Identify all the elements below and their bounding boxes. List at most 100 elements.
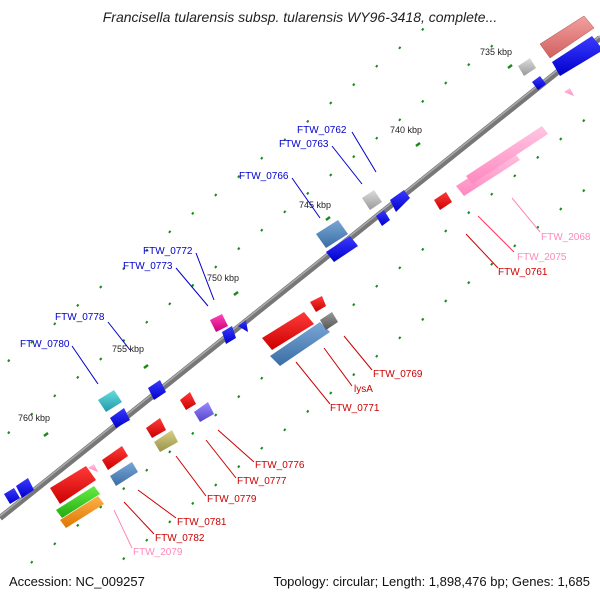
gene-block: [4, 488, 20, 504]
label-FTW_0782[interactable]: FTW_0782: [155, 533, 205, 544]
label-FTW_0778[interactable]: FTW_0778: [55, 312, 105, 323]
tick-dot: [191, 283, 195, 287]
tick-dot: [283, 428, 287, 432]
label-FTW_0776[interactable]: FTW_0776: [255, 460, 305, 471]
gene-block: [326, 236, 358, 262]
label-FTW_0761[interactable]: FTW_0761: [498, 267, 548, 278]
tick-dot: [421, 27, 425, 31]
tick-dot: [145, 248, 149, 252]
tick-dot: [352, 155, 356, 159]
tick-dot: [191, 431, 195, 435]
tick-dot: [145, 468, 149, 472]
tick-dot: [260, 376, 264, 380]
tick-dot: [76, 375, 80, 379]
tick-dot: [421, 99, 425, 104]
label-FTW_0773[interactable]: FTW_0773: [123, 261, 173, 272]
gene-block: [320, 312, 338, 330]
tick-dot: [444, 229, 448, 233]
tick-dot: [398, 118, 402, 122]
label-FTW_2079[interactable]: FTW_2079: [133, 547, 183, 558]
tick-dot: [490, 262, 494, 266]
label-FTW_2068[interactable]: FTW_2068: [541, 232, 591, 243]
tick-dot: [490, 192, 494, 196]
tick-dot: [145, 538, 149, 542]
tick-dot: [168, 230, 172, 234]
gene-block: [310, 296, 326, 312]
tick-dot: [76, 303, 80, 307]
tick-dot: [283, 138, 287, 142]
label-FTW_0772[interactable]: FTW_0772: [143, 246, 193, 257]
gene-block: [316, 220, 348, 248]
tick-dot: [352, 373, 356, 377]
tick-dot: [260, 228, 264, 232]
tick-740: 740 kbp: [390, 125, 422, 135]
tick-dot: [145, 320, 149, 324]
tick-dot: [214, 483, 218, 487]
gene-block: [110, 462, 138, 486]
tick-dot: [513, 174, 517, 178]
tick-dot: [559, 207, 563, 211]
tick-dot: [237, 247, 241, 251]
tick-dot: [375, 284, 379, 288]
tick-dot: [122, 487, 126, 491]
gene-labels-upper: FTW_0762 FTW_0763 FTW_0766 FTW_0772 FTW_…: [20, 125, 347, 350]
tick-dot: [7, 359, 11, 363]
gene-block: [148, 380, 166, 400]
tick-dot: [260, 446, 264, 450]
label-FTW_0763[interactable]: FTW_0763: [279, 139, 329, 150]
tick-dot: [191, 501, 195, 505]
label-FTW_0769[interactable]: FTW_0769: [373, 369, 423, 380]
label-FTW_0766[interactable]: FTW_0766: [239, 171, 289, 182]
tick-dot: [398, 46, 402, 50]
gene-block: [88, 464, 98, 472]
gene-block: [102, 446, 128, 470]
accession-text: Accession: NC_009257: [9, 574, 145, 589]
label-FTW_0781[interactable]: FTW_0781: [177, 517, 227, 528]
gene-labels-lower: FTW_2068 FTW_2075 FTW_0761 FTW_0769 lysA…: [133, 232, 591, 558]
tick-dot: [329, 391, 333, 395]
tick-dot: [30, 412, 34, 416]
tick-dot: [122, 556, 126, 561]
label-FTW_2075[interactable]: FTW_2075: [517, 252, 567, 263]
gene-block: [154, 430, 178, 452]
tick-dot: [467, 211, 471, 215]
genome-backbone: [0, 35, 600, 521]
tick-dot: [237, 395, 241, 399]
tick-dot: [99, 285, 103, 289]
gene-block: [60, 496, 104, 528]
label-FTW_0777[interactable]: FTW_0777: [237, 476, 287, 487]
background-tick-marks: [7, 27, 586, 564]
tick-dot: [306, 191, 310, 195]
tick-755: 755 kbp: [112, 344, 144, 354]
tick-dot: [168, 520, 172, 524]
label-lysA[interactable]: lysA: [354, 384, 373, 395]
label-FTW_0780[interactable]: FTW_0780: [20, 339, 70, 350]
gene-block: [518, 58, 536, 76]
tick-745: 745 kbp: [299, 200, 331, 210]
gene-block: [434, 192, 452, 210]
gene-block: [98, 390, 122, 412]
tick-dot: [191, 211, 195, 215]
label-FTW_0762[interactable]: FTW_0762: [297, 125, 347, 136]
tick-dot: [99, 357, 103, 361]
tick-dot: [30, 560, 34, 564]
gene-block: [146, 418, 166, 438]
tick-dot: [30, 340, 34, 344]
gene-block: [532, 76, 546, 90]
tick-735: 735 kbp: [480, 47, 512, 57]
tick-dot: [444, 299, 448, 303]
label-FTW_0779[interactable]: FTW_0779: [207, 494, 257, 505]
tick-dot: [53, 394, 57, 398]
gene-block: [222, 326, 236, 344]
tick-dot: [490, 44, 494, 48]
tick-dot: [214, 413, 218, 417]
position-ticks: 735 kbp 740 kbp 745 kbp 750 kbp 755 kbp …: [18, 47, 513, 437]
label-FTW_0771[interactable]: FTW_0771: [330, 403, 380, 414]
forward-genes: [4, 15, 600, 504]
tick-750: 750 kbp: [207, 273, 239, 283]
genome-backbone-highlight: [0, 35, 600, 517]
label-leaders: [71, 131, 541, 549]
tick-dot: [329, 173, 333, 177]
gene-block: [180, 392, 196, 410]
